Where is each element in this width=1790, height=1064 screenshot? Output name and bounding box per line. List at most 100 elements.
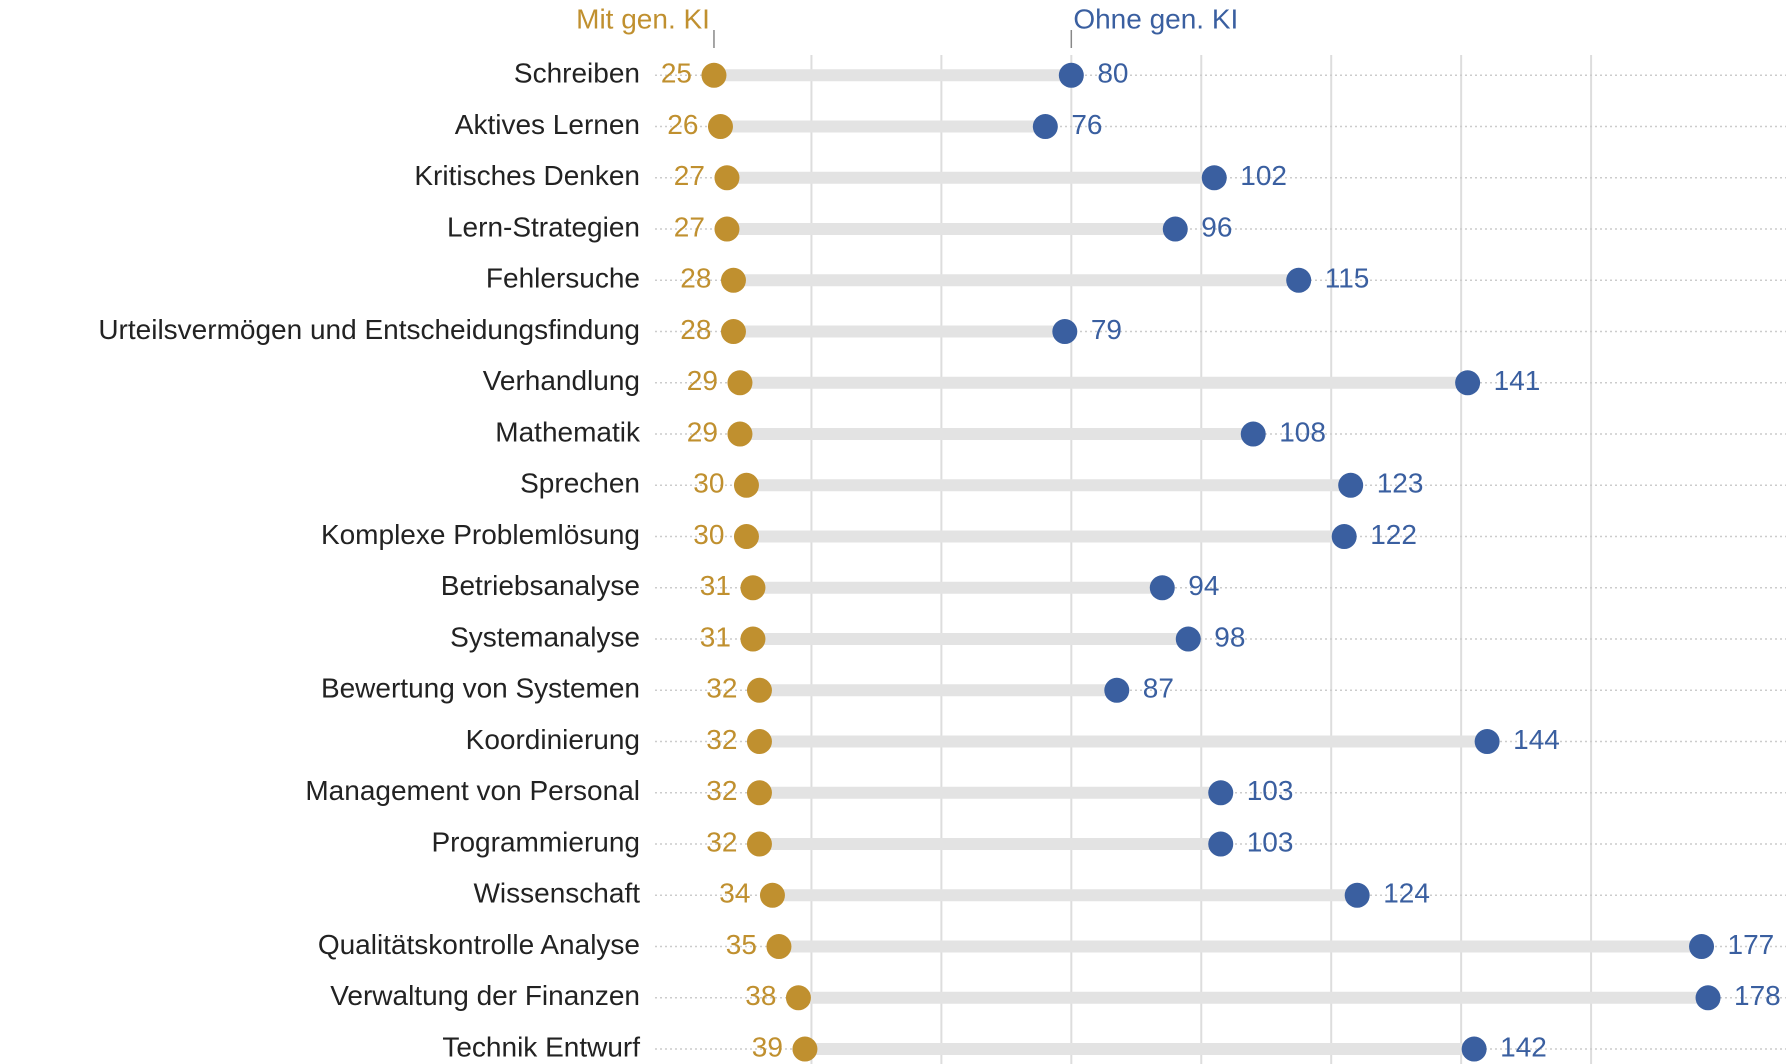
- value-label: 31: [700, 570, 731, 601]
- dot: [720, 267, 746, 293]
- category-label: Urteilsvermögen und Entscheidungsfindung: [98, 314, 640, 345]
- category-label: Verhandlung: [483, 365, 640, 396]
- dot: [1162, 216, 1188, 242]
- category-label: Komplexe Problemlösung: [321, 519, 640, 550]
- dot: [1175, 626, 1201, 652]
- category-label: Koordinierung: [466, 724, 640, 755]
- dot: [740, 626, 766, 652]
- value-label: 27: [674, 160, 705, 191]
- value-label: 98: [1214, 621, 1245, 652]
- value-label: 32: [706, 775, 737, 806]
- dot: [746, 831, 772, 857]
- dot: [1058, 62, 1084, 88]
- category-label: Technik Entwurf: [442, 1031, 640, 1062]
- dot: [1695, 985, 1721, 1011]
- category-label: Aktives Lernen: [455, 109, 640, 140]
- value-label: 79: [1091, 314, 1122, 345]
- dot: [727, 421, 753, 447]
- dot: [1338, 472, 1364, 498]
- value-label: 25: [661, 58, 692, 89]
- dot: [1331, 524, 1357, 550]
- dot: [733, 472, 759, 498]
- dot: [766, 934, 792, 960]
- dot: [714, 216, 740, 242]
- category-label: Verwaltung der Finanzen: [330, 980, 640, 1011]
- dot: [1032, 114, 1058, 140]
- value-label: 80: [1097, 58, 1128, 89]
- category-label: Betriebsanalyse: [441, 570, 640, 601]
- category-label: Programmierung: [431, 826, 640, 857]
- dot: [1201, 165, 1227, 191]
- value-label: 177: [1728, 929, 1775, 960]
- legend-label: Mit gen. KI: [576, 3, 710, 34]
- dot: [1689, 934, 1715, 960]
- value-label: 35: [726, 929, 757, 960]
- value-label: 96: [1201, 211, 1232, 242]
- dot: [740, 575, 766, 601]
- value-label: 32: [706, 673, 737, 704]
- value-label: 38: [745, 980, 776, 1011]
- dot: [1240, 421, 1266, 447]
- value-label: 29: [687, 365, 718, 396]
- dot: [792, 1036, 818, 1062]
- value-label: 29: [687, 416, 718, 447]
- dot: [1455, 370, 1481, 396]
- category-label: Management von Personal: [305, 775, 640, 806]
- dot: [733, 524, 759, 550]
- value-label: 27: [674, 211, 705, 242]
- value-label: 115: [1325, 263, 1370, 294]
- value-label: 123: [1377, 468, 1424, 499]
- category-label: Lern-Strategien: [447, 211, 640, 242]
- dot: [759, 882, 785, 908]
- dot: [720, 319, 746, 345]
- category-label: Mathematik: [495, 416, 641, 447]
- value-label: 28: [680, 263, 711, 294]
- value-label: 178: [1734, 980, 1781, 1011]
- dot: [1052, 319, 1078, 345]
- category-label: Kritisches Denken: [414, 160, 640, 191]
- category-label: Sprechen: [520, 468, 640, 499]
- value-label: 32: [706, 826, 737, 857]
- value-label: 26: [667, 109, 698, 140]
- dot: [707, 114, 733, 140]
- dot: [1208, 780, 1234, 806]
- dot: [701, 62, 727, 88]
- value-label: 144: [1513, 724, 1560, 755]
- category-label: Qualitätskontrolle Analyse: [318, 929, 640, 960]
- dot: [727, 370, 753, 396]
- value-label: 31: [700, 621, 731, 652]
- value-label: 32: [706, 724, 737, 755]
- value-label: 30: [693, 468, 724, 499]
- dot: [714, 165, 740, 191]
- dot: [1149, 575, 1175, 601]
- dot: [1474, 729, 1500, 755]
- value-label: 102: [1240, 160, 1287, 191]
- value-label: 108: [1279, 416, 1326, 447]
- value-label: 124: [1383, 878, 1430, 909]
- value-label: 141: [1494, 365, 1541, 396]
- value-label: 28: [680, 314, 711, 345]
- dot: [1461, 1036, 1487, 1062]
- dot: [1208, 831, 1234, 857]
- value-label: 39: [752, 1031, 783, 1062]
- value-label: 122: [1370, 519, 1417, 550]
- value-label: 34: [719, 878, 750, 909]
- legend-label: Ohne gen. KI: [1073, 3, 1238, 34]
- category-label: Wissenschaft: [474, 878, 641, 909]
- value-label: 30: [693, 519, 724, 550]
- category-label: Schreiben: [514, 58, 640, 89]
- dot: [785, 985, 811, 1011]
- category-label: Fehlersuche: [486, 263, 640, 294]
- dot: [1344, 882, 1370, 908]
- dot: [1286, 267, 1312, 293]
- value-label: 76: [1071, 109, 1102, 140]
- category-label: Systemanalyse: [450, 621, 640, 652]
- value-label: 87: [1143, 673, 1174, 704]
- dot: [746, 780, 772, 806]
- dot: [746, 729, 772, 755]
- value-label: 94: [1188, 570, 1219, 601]
- value-label: 103: [1247, 826, 1294, 857]
- dot: [746, 677, 772, 703]
- value-label: 142: [1500, 1031, 1547, 1062]
